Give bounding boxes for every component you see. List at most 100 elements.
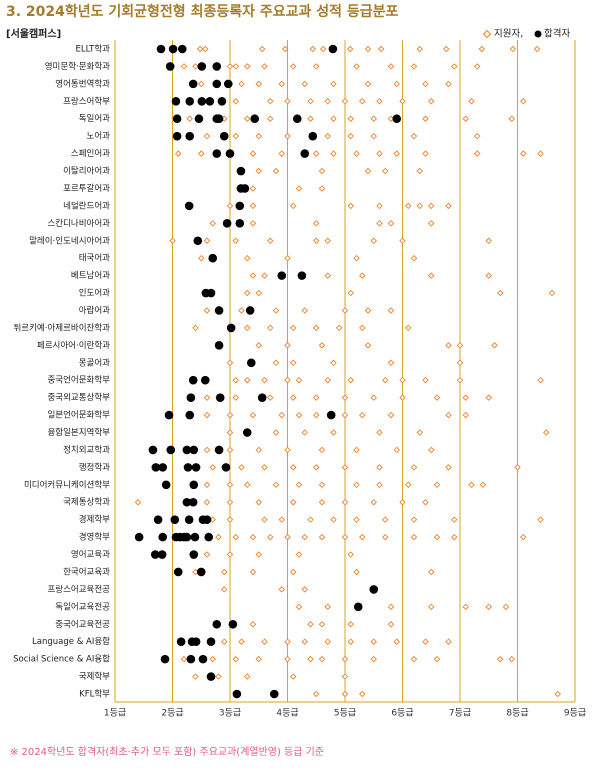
applicant-marker (272, 429, 280, 436)
applicant-marker (491, 342, 498, 349)
admit-marker (240, 184, 250, 193)
applicant-marker (313, 690, 320, 698)
applicant-marker (445, 464, 452, 471)
applicant-marker (359, 324, 366, 332)
category-label: KFL학부 (79, 689, 110, 700)
applicant-marker (186, 115, 193, 122)
applicant-marker (428, 272, 435, 279)
admit-marker (257, 393, 267, 402)
applicant-marker (281, 45, 289, 53)
applicant-marker (422, 638, 429, 645)
x-tick-label: 8등급 (506, 708, 528, 719)
applicant-marker (318, 499, 326, 506)
applicant-marker (399, 499, 406, 506)
applicant-marker (198, 80, 205, 88)
applicant-marker (232, 98, 239, 105)
applicant-marker (261, 516, 268, 523)
applicant-marker (347, 202, 354, 210)
applicant-marker (249, 272, 257, 279)
admit-marker (168, 44, 178, 54)
applicant-marker (370, 132, 377, 140)
category-label: 융합일본지역학부 (47, 427, 110, 438)
admit-marker (326, 410, 336, 420)
applicant-marker (255, 132, 262, 140)
category-label: 튀르키예·아제르바이잔학과 (13, 322, 110, 333)
applicant-marker (232, 237, 239, 244)
applicant-marker (238, 464, 245, 471)
applicant-marker (318, 481, 326, 489)
applicant-marker (324, 376, 331, 384)
applicant-marker (405, 324, 412, 332)
applicant-marker (244, 115, 251, 122)
applicant-marker (341, 411, 349, 419)
admit-marker (158, 463, 168, 472)
applicant-marker (295, 603, 303, 611)
applicant-marker (370, 638, 377, 645)
category-label: 중국외교통상학부 (47, 392, 110, 403)
applicant-marker (376, 98, 383, 105)
applicant-marker (221, 568, 228, 576)
admit-marker (225, 149, 235, 158)
category-label: 영어교육과 (71, 549, 110, 560)
applicant-marker (508, 655, 515, 663)
applicant-marker (520, 150, 527, 157)
applicant-marker (359, 690, 366, 698)
category-label: 경영학부 (79, 532, 110, 543)
admit-marker (189, 445, 199, 455)
applicant-marker (295, 481, 303, 489)
applicant-marker (272, 307, 280, 314)
category-label: Language & AI융합 (32, 637, 110, 647)
applicant-marker (353, 516, 360, 523)
applicant-marker (359, 272, 366, 279)
applicant-marker (226, 63, 234, 70)
applicant-marker (290, 673, 297, 680)
category-label: 중국언어문화학부 (47, 375, 110, 386)
applicant-marker (336, 324, 343, 332)
admit-marker (177, 44, 187, 54)
x-tick-label: 7등급 (449, 708, 471, 719)
applicant-marker (416, 167, 423, 175)
applicant-marker (497, 289, 504, 297)
applicant-marker (341, 690, 349, 698)
applicant-marker (180, 655, 188, 663)
applicant-marker (215, 673, 222, 680)
applicant-marker (313, 411, 320, 419)
admit-marker (223, 79, 233, 89)
applicant-marker (226, 429, 234, 436)
admit-marker (212, 149, 222, 158)
applicant-marker (313, 394, 320, 401)
applicant-marker (405, 481, 412, 489)
applicant-marker (347, 289, 354, 297)
category-label: 행정학과 (79, 462, 110, 473)
admit-marker (214, 445, 224, 455)
admit-marker (188, 497, 198, 507)
applicant-marker (238, 638, 245, 645)
category-label: 베트남어과 (71, 270, 110, 281)
applicant-marker (226, 481, 234, 489)
admit-marker (392, 114, 402, 124)
applicant-marker (422, 499, 429, 506)
category-label: 몽골어과 (79, 357, 110, 368)
applicant-marker (353, 481, 360, 489)
applicant-marker (377, 45, 385, 53)
applicant-marker (474, 132, 481, 140)
admit-marker (185, 410, 195, 420)
admit-marker (176, 637, 186, 647)
applicant-marker (272, 167, 280, 175)
applicant-marker (295, 411, 303, 419)
admit-marker (242, 428, 252, 437)
applicant-marker (468, 98, 475, 105)
applicant-marker (410, 254, 418, 262)
admit-marker (189, 480, 199, 490)
applicant-marker (203, 394, 211, 401)
admit-marker (328, 44, 338, 54)
applicant-marker (232, 394, 239, 401)
applicant-marker (255, 655, 262, 663)
admit-marker (166, 445, 176, 455)
category-label: 영미문학·문화학과 (45, 61, 110, 72)
admit-marker (186, 654, 196, 664)
applicant-marker (370, 115, 377, 122)
applicant-marker (347, 621, 354, 628)
applicant-marker (330, 80, 337, 88)
applicant-marker (376, 150, 383, 157)
